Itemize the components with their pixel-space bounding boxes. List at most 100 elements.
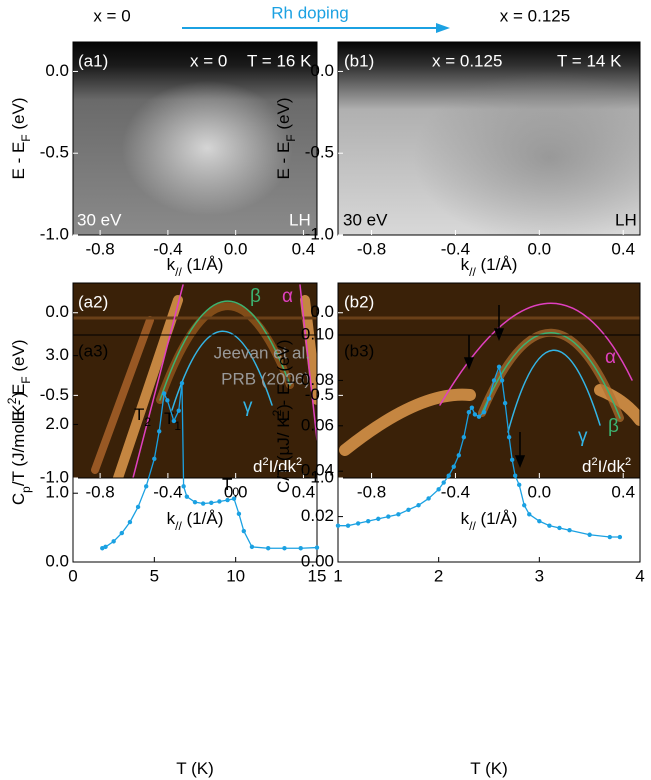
label-part: (1/Å) — [476, 255, 518, 274]
y-tick-label: 3.0 — [45, 345, 69, 364]
x-tick-label: -0.4 — [153, 482, 182, 501]
data-point — [496, 364, 502, 369]
label-part: 2 — [591, 456, 597, 468]
label-part: p — [19, 486, 33, 493]
annotation: LH — [615, 210, 637, 229]
data-point — [416, 503, 421, 508]
label-part: (1/Å) — [476, 509, 518, 528]
label-part: ) — [9, 392, 28, 398]
data-point — [517, 482, 522, 488]
label-part: // — [175, 265, 182, 279]
label-part: d — [253, 457, 262, 476]
header-left: x = 0 — [93, 6, 130, 25]
x-tick-label: 0.0 — [528, 482, 552, 501]
band-label: α — [605, 347, 616, 368]
label-part: ) — [274, 404, 293, 410]
y-tick-label: 0.00 — [301, 551, 334, 570]
data-point — [481, 409, 487, 415]
panel-label: (b1) — [344, 51, 374, 70]
axis-label: E - EF (eV) — [9, 98, 33, 180]
x-tick-label: 1 — [333, 566, 342, 585]
label-part: C — [9, 493, 28, 505]
arpes-image — [73, 283, 317, 478]
axis-label: C/T (µJ/ K2) — [270, 404, 293, 493]
data-point — [446, 473, 451, 478]
data-point — [355, 521, 361, 526]
data-point — [527, 512, 532, 517]
x-tick-label: 0.4 — [611, 239, 635, 258]
data-point — [217, 499, 222, 504]
data-point — [236, 511, 242, 517]
label-part: // — [469, 519, 476, 533]
data-point — [466, 409, 472, 415]
annotation: Jeevan et al. — [214, 343, 310, 362]
y-tick-label: -0.5 — [40, 385, 69, 404]
annotation: LH — [289, 210, 311, 229]
label-part: d — [582, 457, 591, 476]
data-point — [345, 523, 351, 528]
x-tick-label: 3 — [535, 566, 544, 585]
annotation: PRB (2006) — [221, 369, 310, 388]
label-part: k — [461, 509, 470, 528]
label-part: T — [134, 405, 144, 424]
x-tick-label: -0.4 — [441, 482, 470, 501]
arpes-bands — [73, 284, 317, 478]
label-part: E - E — [9, 384, 28, 422]
label-part: k — [461, 255, 470, 274]
label-part: 1 — [174, 419, 181, 433]
data-point — [617, 534, 623, 540]
x-tick-label: 10 — [226, 566, 245, 585]
axis-label: T (K) — [470, 759, 507, 778]
x-tick-label: 5 — [150, 566, 159, 585]
data-point — [192, 499, 198, 505]
transition-label: T0 — [222, 475, 239, 499]
panel-label: (a1) — [78, 51, 108, 70]
axis-label: T (K) — [176, 759, 213, 778]
panel-label: (a2) — [78, 292, 108, 311]
y-tick-label: 0.0 — [45, 551, 69, 570]
x-tick-label: 0.4 — [292, 239, 316, 258]
data-point — [225, 497, 230, 503]
annotation: 30 eV — [343, 210, 388, 229]
axis-label: k// (1/Å) — [461, 509, 518, 533]
plot-frame — [337, 41, 641, 236]
label-part: /T (J/mol K — [9, 404, 28, 487]
label-part: 2 — [262, 456, 268, 468]
x-tick-label: -0.8 — [357, 239, 386, 258]
data-point — [557, 525, 562, 531]
label-part: 2 — [625, 456, 631, 468]
label-part: (eV) — [9, 98, 28, 135]
band-label: γ — [578, 426, 588, 447]
y-tick-label: 0.0 — [45, 302, 69, 321]
x-tick-label: 2 — [434, 566, 443, 585]
annotation: x = 0 — [190, 51, 227, 70]
arpes-image — [338, 283, 640, 478]
label-part: F — [19, 376, 33, 383]
y-tick-label: -1.0 — [305, 224, 334, 243]
data-point — [537, 518, 542, 524]
data-point — [200, 501, 206, 506]
data-point — [509, 457, 515, 463]
y-tick-label: 0.10 — [301, 324, 334, 343]
plot-frame — [72, 334, 318, 563]
arpes-image-glow — [338, 42, 640, 235]
data-point — [181, 484, 186, 489]
doping-arrowhead — [436, 23, 450, 33]
label-part: k — [167, 255, 176, 274]
data-point — [157, 429, 162, 434]
band-label: α — [282, 286, 293, 307]
y-tick-label: 0.0 — [310, 302, 334, 321]
label-part: T (K) — [176, 759, 213, 778]
data-point — [171, 418, 177, 424]
label-part: E - E — [9, 142, 28, 180]
label-part: 2 — [296, 456, 302, 468]
data-point — [476, 414, 482, 419]
transition-label: T2 — [134, 405, 151, 429]
data-point — [512, 473, 518, 478]
axis-label: E - EF (eV) — [274, 340, 298, 422]
plot-frame — [72, 41, 318, 236]
data-point — [366, 518, 371, 524]
axis-label: k// (1/Å) — [461, 255, 518, 279]
x-tick-label: -0.8 — [85, 482, 114, 501]
